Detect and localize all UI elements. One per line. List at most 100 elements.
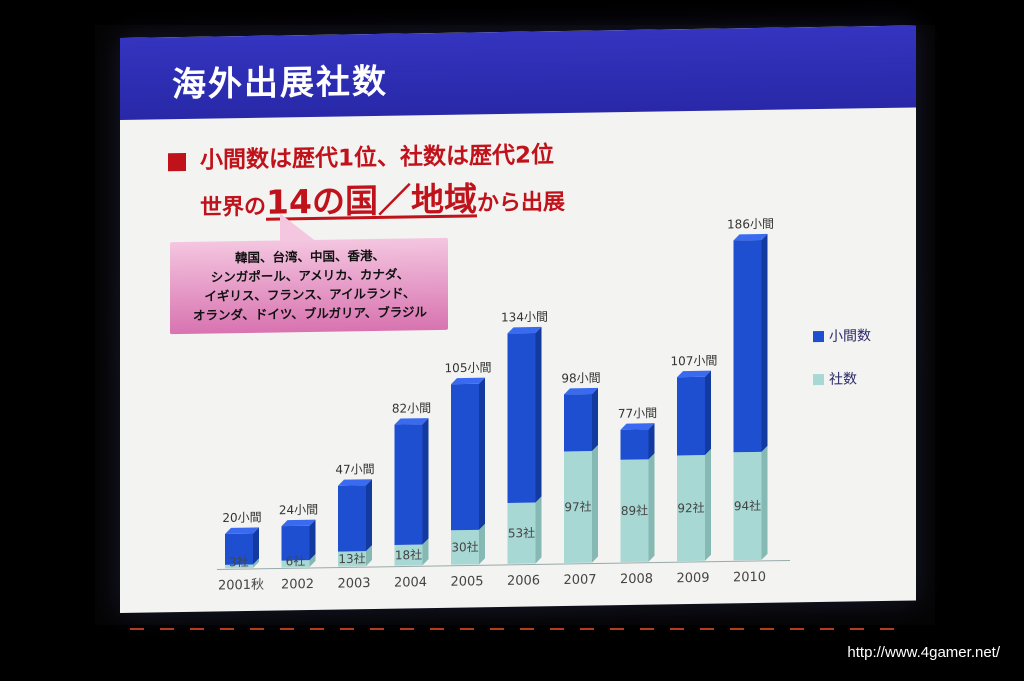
- bar-segment-booths: [677, 376, 705, 456]
- footer-light: [130, 620, 144, 630]
- bar-top: [507, 326, 542, 334]
- bar-side-booths: [253, 527, 259, 565]
- bar-segment-booths: [733, 240, 762, 453]
- footer-light: [730, 620, 744, 630]
- legend-label-companies: 社数: [829, 371, 857, 388]
- bullet-marker: [168, 152, 186, 172]
- data-label-companies: 3社: [229, 554, 249, 569]
- bar-segment-companies: [394, 544, 423, 566]
- bar-segment-companies: [451, 529, 479, 565]
- data-label-booths: 98小間: [561, 371, 600, 386]
- x-tick-label: 2008: [620, 572, 653, 588]
- bar-side-companies: [592, 444, 598, 563]
- bar-segment-booths: [281, 525, 310, 561]
- x-tick-label: 2001秋: [218, 578, 264, 594]
- footer-light: [700, 620, 714, 630]
- x-tick-label: 2007: [563, 573, 596, 589]
- footer-light: [490, 620, 504, 630]
- x-tick-label: 2006: [507, 573, 540, 589]
- footer-light: [370, 620, 384, 630]
- bar-top: [564, 387, 598, 395]
- data-label-booths: 107小間: [671, 354, 718, 369]
- x-tick-label: 2009: [676, 571, 709, 587]
- data-label-companies: 89社: [621, 503, 648, 518]
- bar-side-companies: [535, 496, 542, 564]
- bar-top: [225, 527, 259, 534]
- bar-segment-companies: [620, 459, 649, 563]
- screen-footer-lights: [120, 618, 916, 632]
- data-label-companies: 97社: [564, 499, 591, 514]
- bar-segment-booths: [338, 485, 366, 552]
- bar-top: [281, 519, 316, 527]
- footer-light: [400, 620, 414, 630]
- bar-side-companies: [705, 448, 711, 561]
- data-label-booths: 77小間: [618, 406, 657, 421]
- bar-segment-companies: [281, 560, 310, 568]
- chart-baseline: [217, 559, 790, 570]
- bar-segment-companies: [564, 451, 592, 564]
- footer-light: [340, 620, 354, 630]
- data-label-companies: 53社: [508, 525, 535, 540]
- bar-side-booths: [761, 233, 768, 452]
- bar-segment-companies: [225, 564, 253, 569]
- footer-light: [430, 620, 444, 630]
- bar-top: [733, 233, 768, 241]
- bar-side-booths: [422, 418, 429, 545]
- bar-top: [451, 377, 485, 385]
- footer-light: [280, 620, 294, 630]
- bar-side-booths: [309, 519, 316, 561]
- x-tick-label: 2010: [733, 570, 766, 586]
- bar-top: [677, 370, 711, 378]
- bar-segment-booths: [225, 533, 253, 565]
- x-tick-label: 2004: [394, 575, 427, 591]
- bar-side-companies: [309, 554, 316, 568]
- data-label-companies: 30社: [451, 539, 478, 554]
- data-label-companies: 6社: [286, 553, 306, 568]
- slide-title: 海外出展社数: [172, 61, 388, 106]
- bar-side-companies: [366, 545, 372, 567]
- data-label-companies: 94社: [734, 498, 761, 513]
- x-tick-label: 2005: [450, 574, 483, 590]
- bar-side-booths: [535, 326, 542, 503]
- footer-light: [190, 620, 204, 630]
- bar-side-companies: [479, 523, 485, 565]
- bar-top: [338, 479, 372, 486]
- footer-light: [220, 620, 234, 630]
- data-label-companies: 13社: [338, 551, 365, 566]
- legend-swatch-booths: [813, 330, 824, 343]
- bar-side-companies: [422, 538, 429, 566]
- footer-light: [520, 620, 534, 630]
- footer-light: [850, 620, 864, 630]
- bar-top: [620, 423, 655, 430]
- data-label-booths: 134小間: [501, 310, 548, 325]
- data-label-companies: 92社: [677, 500, 704, 515]
- footer-light: [790, 620, 804, 630]
- bar-segment-booths: [620, 429, 649, 460]
- bar-segment-companies: [677, 455, 705, 562]
- bar-segment-booths: [451, 383, 479, 531]
- footer-light: [460, 620, 474, 630]
- bar-segment-booths: [564, 394, 592, 452]
- data-label-companies: 18社: [395, 547, 422, 562]
- data-label-booths: 186小間: [727, 217, 774, 232]
- footer-light: [640, 620, 654, 630]
- footer-light: [580, 620, 594, 630]
- x-tick-label: 2003: [337, 576, 370, 592]
- bar-segment-companies: [733, 451, 762, 561]
- data-label-booths: 105小間: [445, 361, 492, 376]
- bar-segment-companies: [338, 551, 366, 567]
- bar-side-companies: [761, 445, 768, 560]
- bar-side-booths: [705, 370, 711, 456]
- bar-side-booths: [592, 387, 598, 452]
- bar-segment-booths: [507, 332, 536, 503]
- footer-light: [610, 620, 624, 630]
- data-label-booths: 47小間: [335, 462, 374, 477]
- legend-label-booths: 小間数: [829, 328, 871, 345]
- x-tick-label: 2002: [281, 577, 314, 593]
- footer-light: [310, 620, 324, 630]
- data-label-booths: 24小間: [279, 503, 318, 518]
- footer-light: [760, 620, 774, 630]
- bar-top: [394, 418, 429, 425]
- footer-light: [880, 620, 894, 630]
- footer-light: [160, 620, 174, 630]
